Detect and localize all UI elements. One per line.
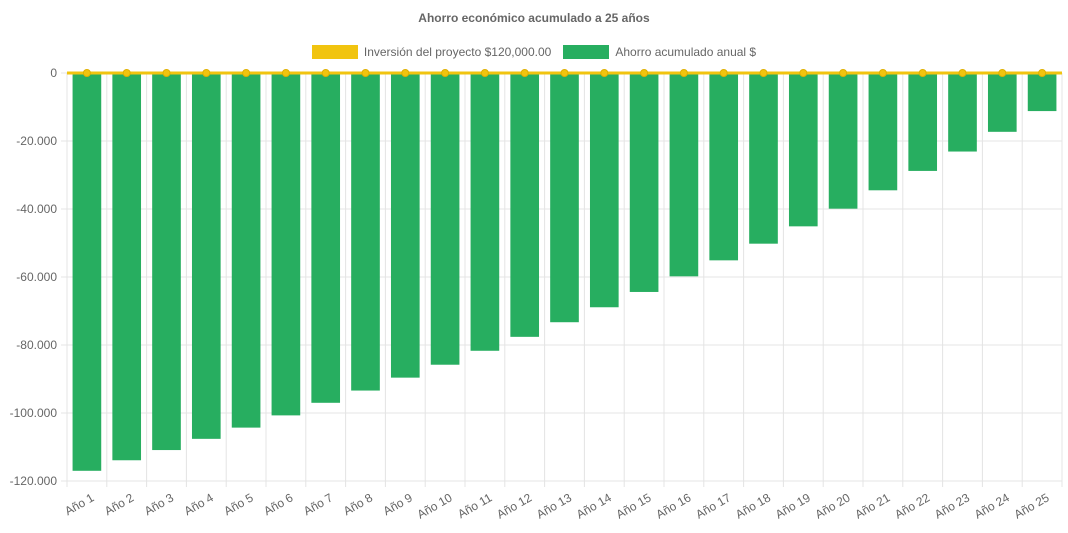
bar-ahorro — [112, 73, 142, 461]
x-tick-label: Año 13 — [534, 490, 574, 521]
x-tick-label: Año 23 — [932, 490, 972, 521]
point-inversion — [918, 69, 927, 77]
bar-ahorro — [72, 73, 102, 471]
y-tick-label: -20.000 — [16, 134, 57, 148]
point-inversion — [480, 69, 489, 77]
point-inversion — [560, 69, 569, 77]
x-tick-label: Año 11 — [455, 490, 494, 521]
bar-ahorro — [669, 73, 699, 277]
legend-item-inversion[interactable]: Inversión del proyecto $120,000.00 — [311, 45, 552, 59]
bar-ahorro — [987, 73, 1017, 132]
legend-label-inversion: Inversión del proyecto $120,000.00 — [363, 45, 552, 59]
x-tick-label: Año 21 — [852, 490, 892, 521]
y-tick-label: -80.000 — [16, 338, 57, 352]
point-inversion — [958, 69, 967, 77]
legend-item-ahorro[interactable]: Ahorro acumulado anual $ — [563, 45, 756, 59]
point-inversion — [520, 69, 529, 77]
x-tick-label: Año 16 — [653, 490, 693, 521]
point-inversion — [1038, 69, 1047, 77]
bar-ahorro — [629, 73, 659, 292]
x-tick-label: Año 24 — [972, 490, 1012, 521]
bar-ahorro — [430, 73, 460, 365]
x-tick-label: Año 7 — [301, 490, 335, 518]
point-inversion — [799, 69, 808, 77]
point-inversion — [321, 69, 330, 77]
x-tick-label: Año 6 — [261, 490, 295, 518]
point-inversion — [600, 69, 609, 77]
point-inversion — [759, 69, 768, 77]
point-inversion — [719, 69, 728, 77]
x-tick-label: Año 8 — [341, 490, 375, 518]
bar-ahorro — [828, 73, 858, 209]
x-tick-label: Año 22 — [892, 490, 932, 521]
point-inversion — [361, 69, 370, 77]
point-inversion — [640, 69, 649, 77]
point-inversion — [242, 69, 251, 77]
bar-ahorro — [550, 73, 579, 323]
legend-label-ahorro: Ahorro acumulado anual $ — [615, 45, 757, 59]
y-tick-label: 0 — [50, 66, 57, 80]
x-tick-label: Año 3 — [142, 490, 176, 518]
x-tick-label: Año 25 — [1012, 490, 1052, 521]
chart-title: Ahorro económico acumulado a 25 años — [418, 11, 650, 25]
point-inversion — [878, 69, 887, 77]
legend-swatch-inversion — [311, 45, 358, 59]
chart-legend: Inversión del proyecto $120,000.00 Ahorr… — [0, 45, 1068, 59]
point-inversion — [441, 69, 450, 77]
bar-ahorro — [271, 73, 301, 416]
x-tick-label: Año 12 — [494, 490, 534, 521]
bar-ahorro — [908, 73, 938, 171]
point-inversion — [281, 69, 290, 77]
point-inversion — [122, 69, 131, 77]
y-tick-label: -100.000 — [10, 406, 58, 420]
bar-ahorro — [749, 73, 778, 244]
bar-ahorro — [868, 73, 898, 191]
bar-ahorro — [390, 73, 420, 378]
x-tick-label: Año 2 — [102, 490, 136, 518]
bar-ahorro — [1027, 73, 1057, 112]
point-inversion — [679, 69, 688, 77]
x-tick-label: Año 9 — [381, 490, 415, 518]
y-tick-label: -40.000 — [16, 202, 57, 216]
y-tick-label: -60.000 — [16, 270, 57, 284]
x-tick-label: Año 18 — [733, 490, 773, 521]
point-inversion — [839, 69, 848, 77]
point-inversion — [82, 69, 91, 77]
point-inversion — [162, 69, 171, 77]
bar-ahorro — [470, 73, 500, 351]
x-tick-label: Año 1 — [62, 490, 96, 518]
bar-ahorro — [191, 73, 221, 439]
x-tick-label: Año 19 — [773, 490, 813, 521]
x-tick-label: Año 4 — [182, 490, 216, 518]
point-inversion — [401, 69, 410, 77]
x-tick-label: Año 5 — [221, 490, 255, 518]
point-inversion — [998, 69, 1007, 77]
bar-ahorro — [152, 73, 181, 451]
bar-ahorro — [351, 73, 380, 391]
bar-ahorro — [948, 73, 977, 152]
bar-ahorro — [311, 73, 341, 403]
bar-ahorro — [510, 73, 540, 337]
x-tick-label: Año 17 — [693, 490, 733, 521]
bar-ahorro — [709, 73, 739, 261]
x-tick-label: Año 20 — [813, 490, 853, 521]
point-inversion — [202, 69, 211, 77]
bar-ahorro — [231, 73, 261, 428]
legend-swatch-ahorro — [563, 45, 610, 59]
x-tick-label: Año 15 — [614, 490, 654, 521]
x-tick-label: Año 10 — [415, 490, 455, 521]
bar-ahorro — [788, 73, 818, 227]
y-tick-label: -120.000 — [10, 474, 58, 488]
bar-ahorro — [589, 73, 619, 308]
x-tick-label: Año 14 — [574, 490, 614, 521]
